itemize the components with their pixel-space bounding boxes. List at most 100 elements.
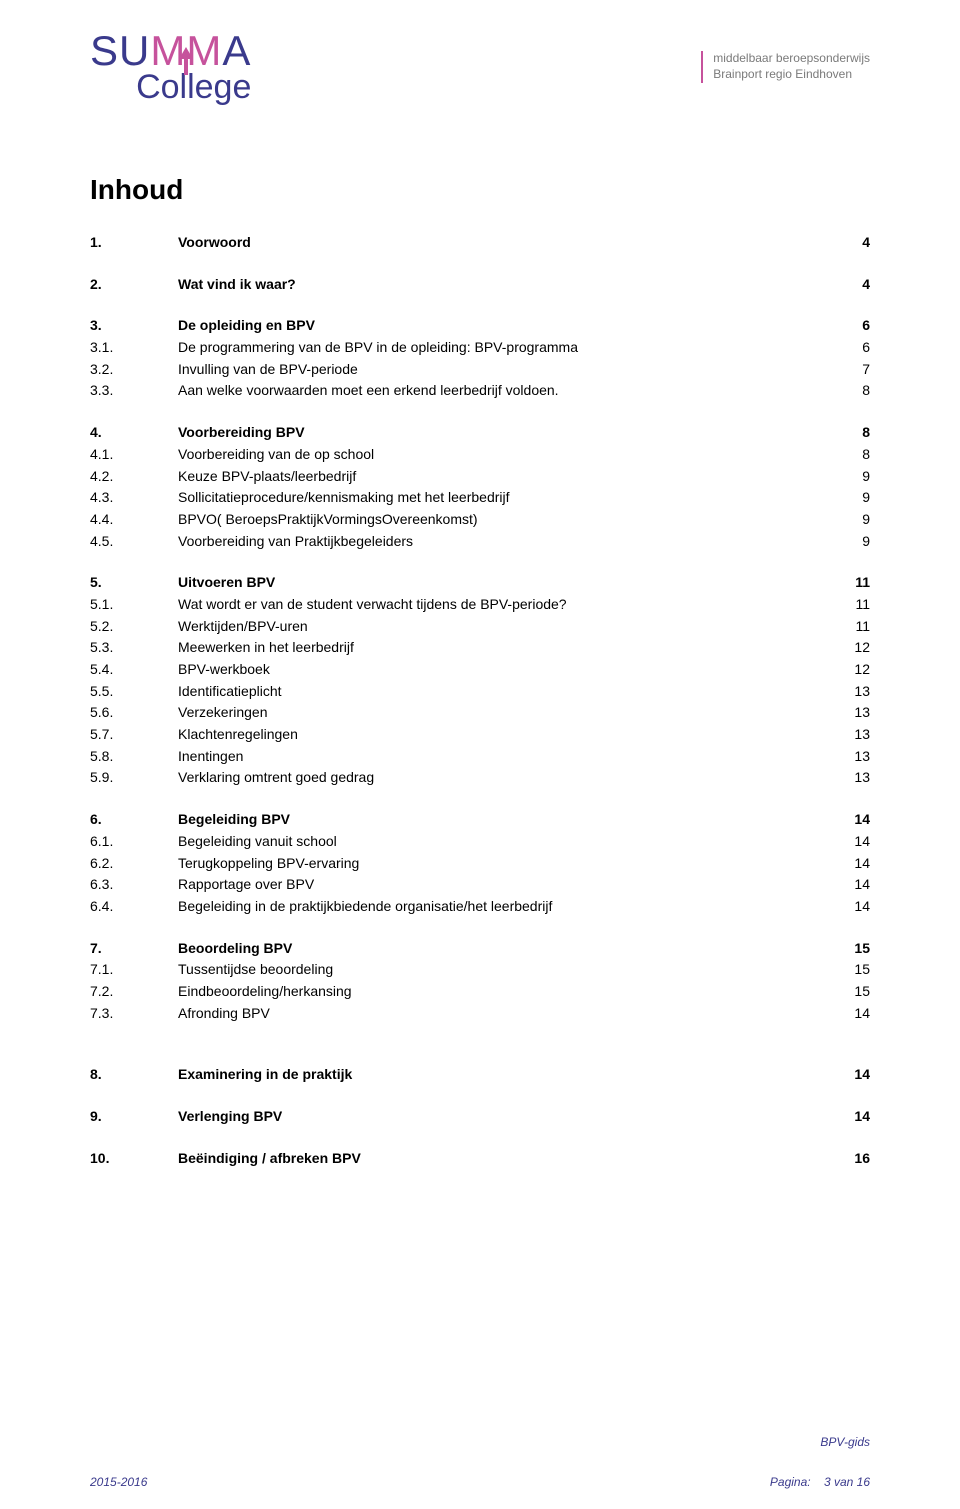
toc-number: 4.3. (90, 487, 178, 509)
toc-title: Beoordeling BPV (178, 938, 830, 960)
toc-page: 15 (830, 938, 870, 960)
tagline-line1: middelbaar beroepsonderwijs (713, 51, 870, 67)
logo-letter: A (222, 27, 251, 74)
toc-page: 4 (830, 274, 870, 296)
toc-title: De opleiding en BPV (178, 315, 830, 337)
toc-page: 7 (830, 359, 870, 381)
toc-number: 1. (90, 232, 178, 254)
toc-number: 6.1. (90, 831, 178, 853)
toc-title: Wat wordt er van de student verwacht tij… (178, 594, 830, 616)
toc-title: Identificatieplicht (178, 681, 830, 703)
toc-row: 4.5.Voorbereiding van Praktijkbegeleider… (90, 531, 870, 553)
tagline-line2: Brainport regio Eindhoven (713, 67, 870, 83)
toc-number: 5.8. (90, 746, 178, 768)
toc-row: 6.2.Terugkoppeling BPV-ervaring14 (90, 853, 870, 875)
toc-row: 5.2.Werktijden/BPV-uren11 (90, 616, 870, 638)
footer-page-label: Pagina: (770, 1475, 811, 1489)
toc-number: 3.2. (90, 359, 178, 381)
toc-page: 13 (830, 746, 870, 768)
toc-page: 14 (830, 1064, 870, 1086)
toc-gap (90, 1128, 870, 1148)
toc-title: Tussentijdse beoordeling (178, 959, 830, 981)
toc-number: 5. (90, 572, 178, 594)
toc-number: 5.9. (90, 767, 178, 789)
toc-number: 5.4. (90, 659, 178, 681)
toc-page: 13 (830, 767, 870, 789)
logo-letter: U (119, 27, 150, 74)
toc-page: 11 (830, 616, 870, 638)
toc-row: 5.5.Identificatieplicht13 (90, 681, 870, 703)
toc-page: 9 (830, 466, 870, 488)
toc-page: 15 (830, 959, 870, 981)
toc-title: Begeleiding BPV (178, 809, 830, 831)
toc-number: 5.2. (90, 616, 178, 638)
toc-page: 14 (830, 853, 870, 875)
toc-number: 5.5. (90, 681, 178, 703)
toc-number: 5.6. (90, 702, 178, 724)
toc-gap (90, 1044, 870, 1064)
toc-title: Voorbereiding van Praktijkbegeleiders (178, 531, 830, 553)
toc-title: Aan welke voorwaarden moet een erkend le… (178, 380, 830, 402)
toc-row: 6.4.Begeleiding in de praktijkbiedende o… (90, 896, 870, 918)
toc-title: Afronding BPV (178, 1003, 830, 1025)
toc-row: 5.3.Meewerken in het leerbedrijf12 (90, 637, 870, 659)
toc-page: 6 (830, 315, 870, 337)
toc-title: Sollicitatieprocedure/kennismaking met h… (178, 487, 830, 509)
toc-row: 7.3.Afronding BPV14 (90, 1003, 870, 1025)
toc-title: Beëindiging / afbreken BPV (178, 1148, 830, 1170)
toc-page: 9 (830, 487, 870, 509)
toc-number: 3.3. (90, 380, 178, 402)
toc-title: Meewerken in het leerbedrijf (178, 637, 830, 659)
toc-number: 8. (90, 1064, 178, 1086)
toc-row: 4.Voorbereiding BPV8 (90, 422, 870, 444)
toc-page: 13 (830, 702, 870, 724)
toc-row: 4.1.Voorbereiding van de op school8 (90, 444, 870, 466)
toc-page: 9 (830, 531, 870, 553)
toc-row: 3.2.Invulling van de BPV-periode7 (90, 359, 870, 381)
toc-row: 5.Uitvoeren BPV11 (90, 572, 870, 594)
toc-row: 3.1.De programmering van de BPV in de op… (90, 337, 870, 359)
toc-number: 3.1. (90, 337, 178, 359)
toc-row: 6.1.Begeleiding vanuit school14 (90, 831, 870, 853)
toc-title: Klachtenregelingen (178, 724, 830, 746)
toc-gap (90, 789, 870, 809)
tagline: middelbaar beroepsonderwijs Brainport re… (701, 51, 870, 82)
toc-number: 7. (90, 938, 178, 960)
toc-page: 15 (830, 981, 870, 1003)
toc-page: 14 (830, 809, 870, 831)
toc-number: 5.3. (90, 637, 178, 659)
toc-gap (90, 295, 870, 315)
toc-number: 2. (90, 274, 178, 296)
toc-title: Inentingen (178, 746, 830, 768)
toc-page: 13 (830, 681, 870, 703)
toc-row: 5.6.Verzekeringen13 (90, 702, 870, 724)
toc-row: 6.Begeleiding BPV14 (90, 809, 870, 831)
toc-row: 8.Examinering in de praktijk14 (90, 1064, 870, 1086)
toc-gap (90, 402, 870, 422)
toc-title: Voorwoord (178, 232, 830, 254)
toc-title: Keuze BPV-plaats/leerbedrijf (178, 466, 830, 488)
toc-page: 14 (830, 831, 870, 853)
toc-row: 5.4.BPV-werkboek12 (90, 659, 870, 681)
toc-title: Begeleiding vanuit school (178, 831, 830, 853)
toc-number: 4.2. (90, 466, 178, 488)
toc-row: 9.Verlenging BPV14 (90, 1106, 870, 1128)
toc-page: 8 (830, 380, 870, 402)
logo-line1: SUMMA (90, 30, 251, 72)
toc-row: 4.3.Sollicitatieprocedure/kennismaking m… (90, 487, 870, 509)
toc-title: De programmering van de BPV in de opleid… (178, 337, 830, 359)
toc-page: 11 (830, 594, 870, 616)
toc-page: 14 (830, 1003, 870, 1025)
toc-gap (90, 552, 870, 572)
toc-page: 4 (830, 232, 870, 254)
toc-title: Voorbereiding van de op school (178, 444, 830, 466)
toc-page: 11 (830, 572, 870, 594)
toc-row: 1.Voorwoord4 (90, 232, 870, 254)
logo: SUMMA College (90, 30, 251, 104)
toc-row: 5.1.Wat wordt er van de student verwacht… (90, 594, 870, 616)
logo-line2: College (90, 70, 251, 104)
toc-number: 6. (90, 809, 178, 831)
toc-row: 5.7.Klachtenregelingen13 (90, 724, 870, 746)
toc-row: 5.8.Inentingen13 (90, 746, 870, 768)
toc-row: 7.Beoordeling BPV15 (90, 938, 870, 960)
